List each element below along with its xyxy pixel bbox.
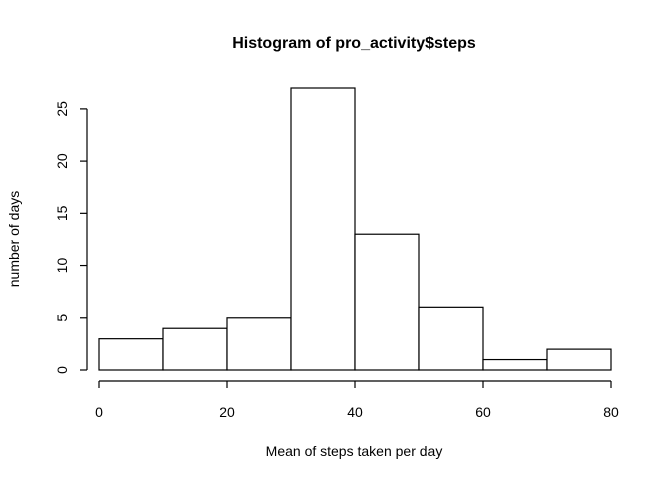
histogram-bar-6	[482, 358, 548, 371]
y-axis: 0 5 10 15 20 25	[54, 101, 88, 374]
y-tick-label-0: 0	[54, 366, 70, 374]
histogram-bar-2	[226, 317, 292, 371]
chart-title: Histogram of pro_activity$steps	[232, 35, 476, 52]
y-tick-label-3: 15	[54, 205, 70, 221]
y-tick-label-1: 5	[54, 314, 70, 322]
x-axis: 0 20 40 60 80	[95, 380, 619, 420]
y-tick-label-5: 25	[54, 101, 70, 117]
histogram-bar-3	[290, 87, 356, 371]
histogram-bar-4	[354, 233, 420, 371]
x-tick-label-1: 20	[219, 404, 235, 420]
x-tick-label-2: 40	[347, 404, 363, 420]
histogram-bar-5	[418, 306, 484, 371]
y-axis-label: number of days	[6, 191, 22, 288]
y-tick-label-2: 10	[54, 258, 70, 274]
histogram-bar-7	[546, 348, 612, 371]
y-tick-label-4: 20	[54, 153, 70, 169]
bars-group	[98, 87, 612, 371]
histogram-bar-0	[98, 338, 164, 371]
x-tick-label-0: 0	[95, 404, 103, 420]
histogram-bar-1	[162, 327, 228, 371]
x-tick-label-4: 80	[603, 404, 619, 420]
x-tick-label-3: 60	[475, 404, 491, 420]
x-axis-label: Mean of steps taken per day	[266, 443, 443, 459]
